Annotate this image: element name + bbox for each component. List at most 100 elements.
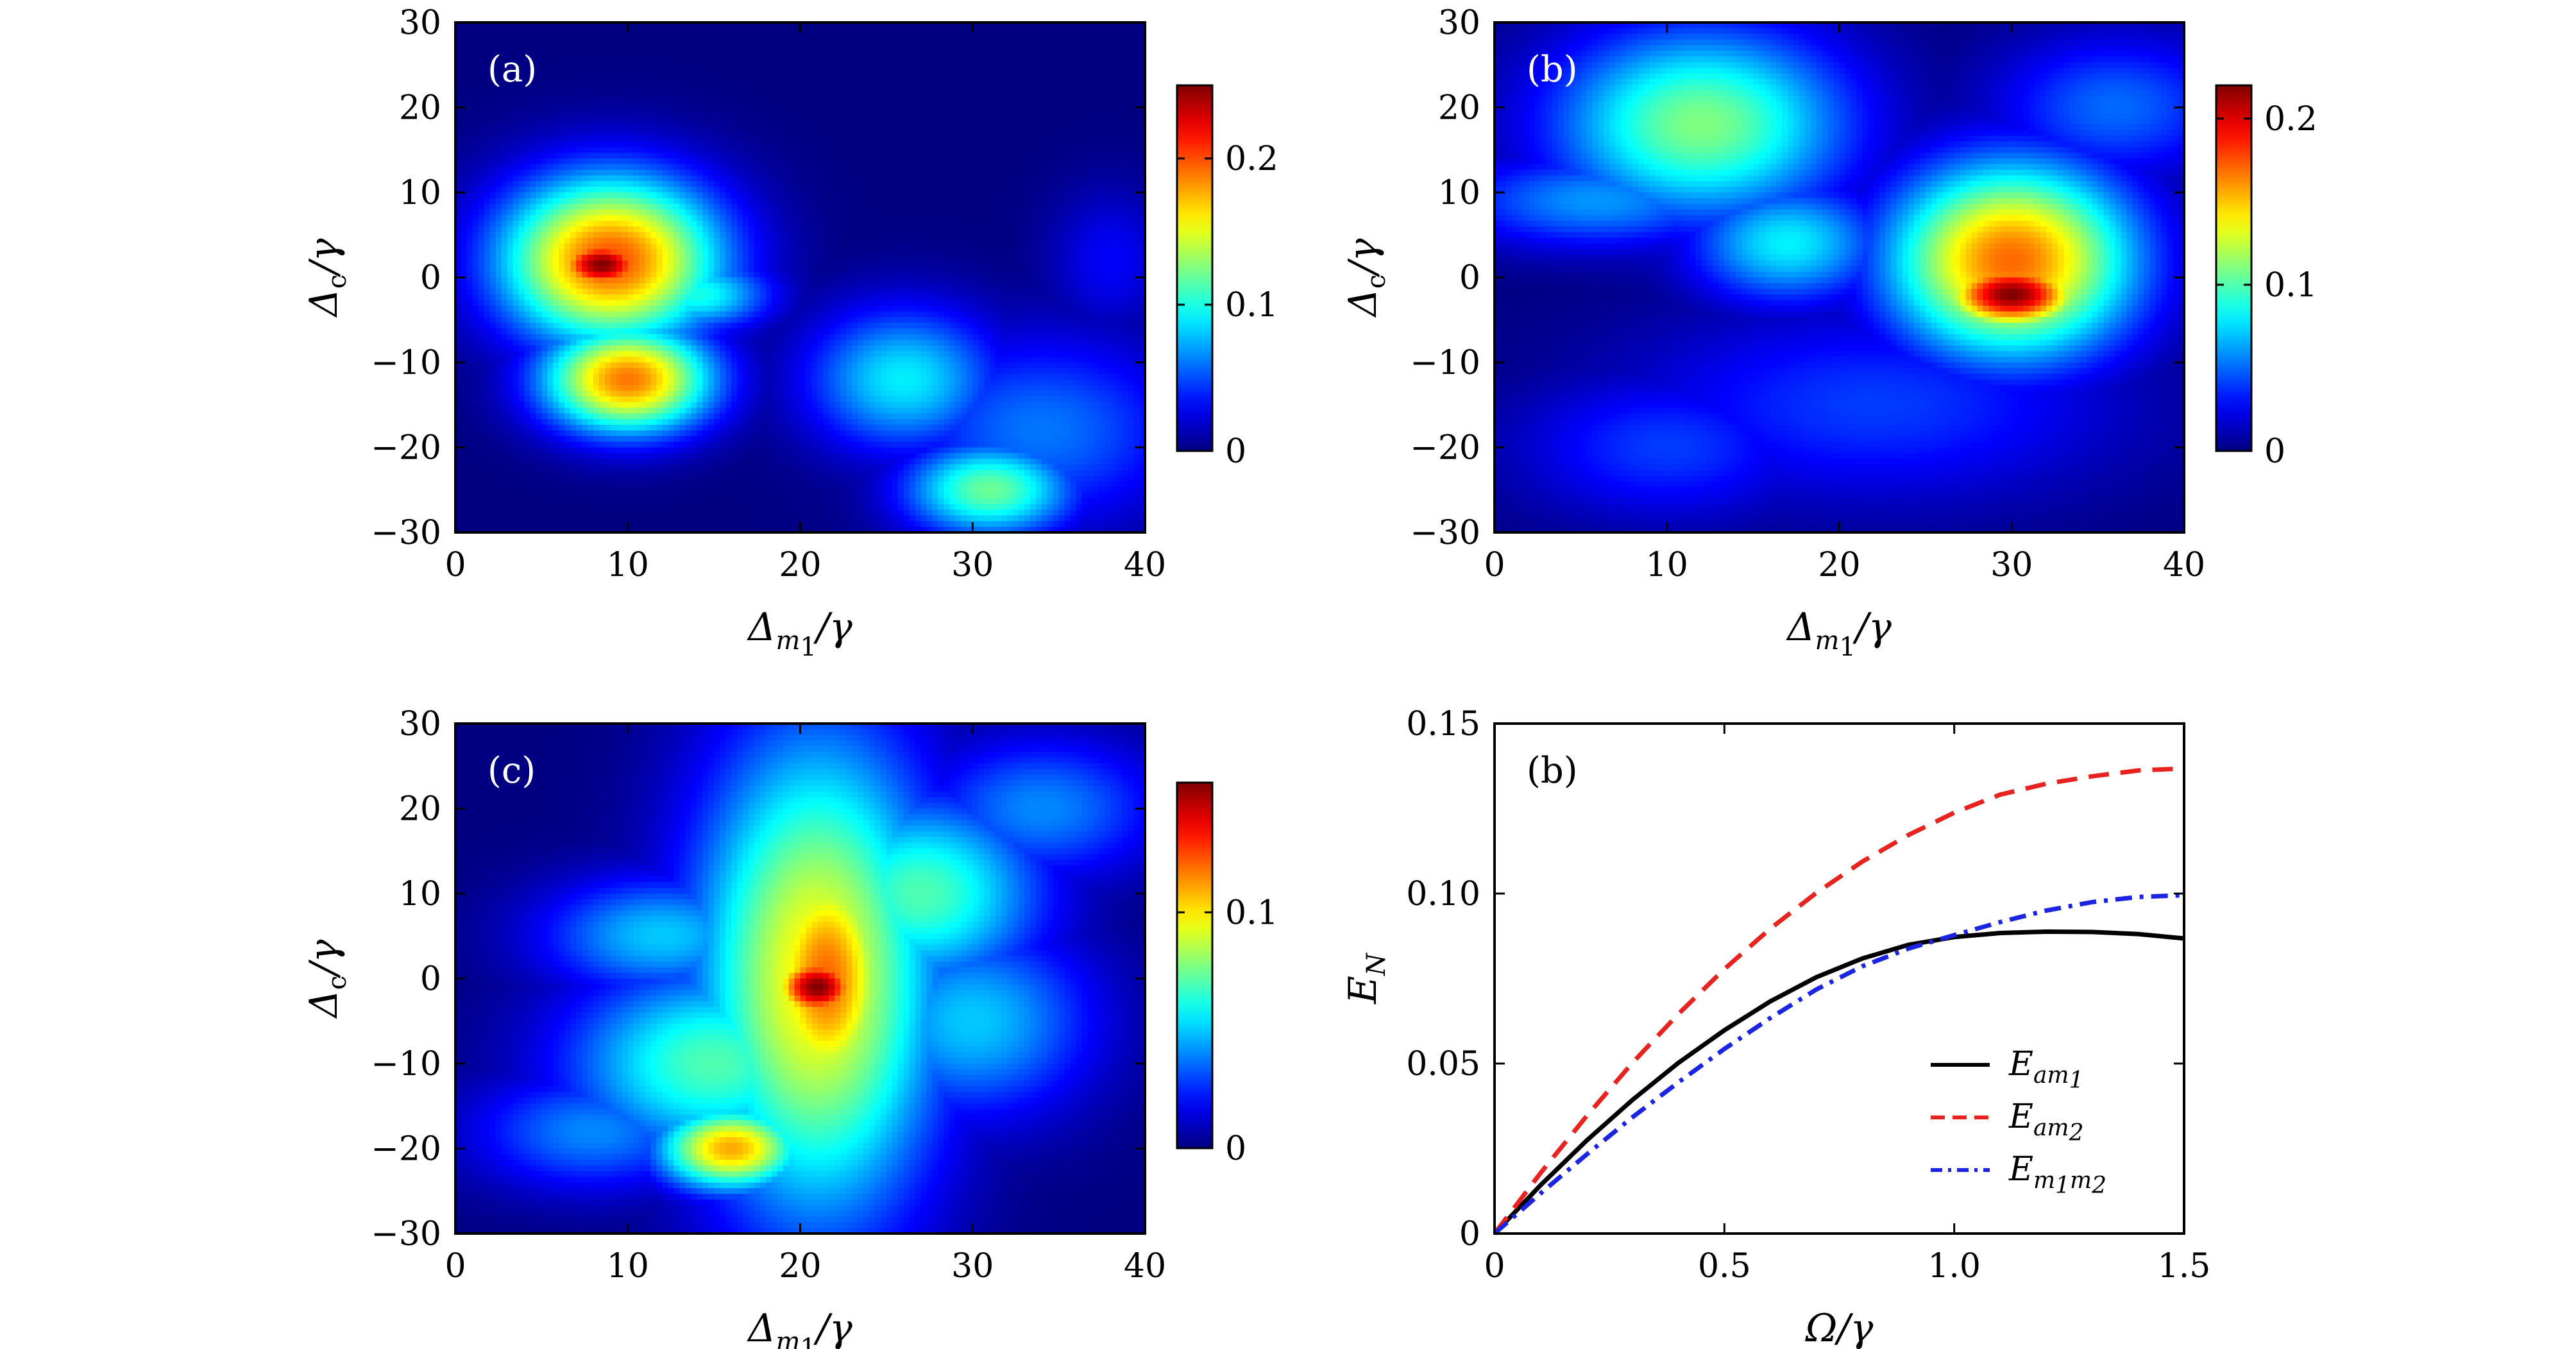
heatmap-cell	[576, 203, 582, 210]
heatmap-cell	[754, 368, 761, 375]
heatmap-cell	[466, 203, 473, 210]
heatmap-cell	[616, 22, 623, 29]
heatmap-cell	[478, 249, 485, 255]
heatmap-cell	[610, 391, 617, 397]
heatmap-cell	[697, 192, 703, 199]
heatmap-cell	[674, 521, 681, 527]
heatmap-cell	[759, 515, 767, 522]
heatmap-cell	[633, 419, 640, 425]
heatmap-cell	[541, 39, 548, 46]
heatmap-cell	[604, 407, 611, 414]
heatmap-cell	[466, 317, 473, 323]
heatmap-cell	[553, 39, 559, 46]
heatmap-cell	[702, 124, 709, 131]
heatmap-cell	[725, 198, 732, 205]
heatmap-cell	[610, 169, 617, 176]
heatmap-cell	[501, 317, 508, 323]
heatmap-cell	[455, 283, 462, 289]
heatmap-cell	[691, 243, 697, 250]
heatmap-cell	[731, 209, 738, 216]
heatmap-cell	[633, 283, 640, 289]
heatmap-cell	[679, 90, 686, 97]
heatmap-cell	[627, 249, 634, 255]
heatmap-cell	[553, 447, 559, 454]
heatmap-cell	[530, 413, 537, 420]
heatmap-cell	[484, 237, 491, 244]
heatmap-cell	[598, 328, 606, 335]
heatmap-cell	[570, 470, 577, 477]
heatmap-cell	[466, 85, 473, 91]
heatmap-cell	[472, 345, 479, 352]
heatmap-cell	[507, 33, 514, 40]
heatmap-cell	[478, 498, 485, 505]
heatmap-cell	[685, 221, 691, 227]
heatmap-cell	[507, 209, 514, 216]
heatmap-cell	[466, 215, 473, 221]
heatmap-cell	[513, 334, 520, 341]
heatmap-cell	[656, 407, 663, 414]
heatmap-cell	[524, 300, 531, 307]
heatmap-cell	[742, 169, 749, 176]
heatmap-cell	[725, 323, 732, 329]
heatmap-cell	[513, 130, 520, 137]
heatmap-cell	[570, 339, 577, 346]
heatmap-cell	[588, 67, 594, 74]
heatmap-cell	[616, 509, 623, 516]
heatmap-cell	[604, 255, 611, 261]
heatmap-cell	[645, 509, 652, 516]
heatmap-cell	[691, 368, 697, 375]
heatmap-cell	[489, 153, 496, 159]
heatmap-cell	[495, 425, 502, 431]
heatmap-cell	[679, 260, 686, 267]
heatmap-cell	[771, 107, 778, 114]
heatmap-cell	[604, 373, 611, 380]
heatmap-cell	[610, 493, 617, 499]
heatmap-cell	[714, 396, 720, 403]
heatmap-cell	[455, 351, 462, 357]
heatmap-cell	[697, 73, 703, 80]
heatmap-cell	[748, 62, 755, 69]
heatmap-cell	[691, 22, 697, 29]
heatmap-cell	[622, 277, 629, 284]
heatmap-cell	[501, 101, 508, 108]
heatmap-cell	[720, 436, 726, 443]
heatmap-cell	[507, 181, 514, 187]
heatmap-cell	[576, 130, 582, 137]
heatmap-cell	[582, 470, 588, 477]
heatmap-cell	[484, 323, 491, 329]
heatmap-cell	[489, 339, 496, 346]
heatmap-cell	[720, 209, 726, 216]
heatmap-cell	[725, 527, 732, 533]
heatmap-cell	[656, 475, 663, 482]
heatmap-cell	[472, 498, 479, 505]
heatmap-cell	[507, 243, 514, 250]
heatmap-cell	[570, 22, 577, 29]
heatmap-cell	[507, 51, 514, 57]
heatmap-cell	[513, 153, 520, 159]
heatmap-cell	[616, 96, 623, 103]
heatmap-cell	[455, 119, 462, 125]
heatmap-cell	[771, 130, 778, 137]
heatmap-cell	[754, 407, 761, 414]
heatmap-cell	[708, 453, 715, 459]
heatmap-cell	[714, 515, 720, 522]
heatmap-cell	[720, 266, 726, 273]
heatmap-cell	[513, 271, 520, 278]
heatmap-cell	[593, 379, 600, 386]
heatmap-cell	[466, 498, 473, 505]
heatmap-cell	[472, 402, 479, 409]
heatmap-cell	[536, 464, 543, 471]
heatmap-cell	[702, 107, 709, 114]
heatmap-cell	[685, 158, 691, 165]
heatmap-cell	[604, 283, 611, 289]
heatmap-cell	[759, 430, 767, 437]
heatmap-cell	[759, 498, 767, 505]
heatmap-cell	[455, 305, 462, 312]
heatmap-cell	[576, 22, 582, 29]
heatmap-cell	[720, 153, 726, 159]
heatmap-cell	[662, 67, 669, 74]
heatmap-cell	[697, 436, 703, 443]
heatmap-cell	[668, 90, 675, 97]
heatmap-cell	[604, 232, 611, 239]
heatmap-cell	[582, 328, 588, 335]
